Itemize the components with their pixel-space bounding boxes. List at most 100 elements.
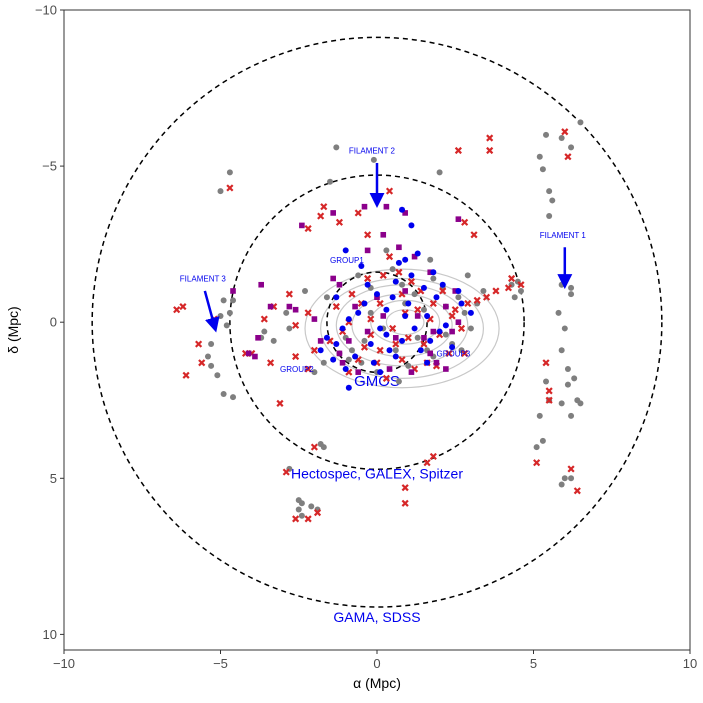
point bbox=[392, 353, 399, 360]
point bbox=[433, 294, 440, 301]
point bbox=[370, 359, 377, 366]
point bbox=[467, 309, 474, 316]
point bbox=[320, 359, 327, 366]
point bbox=[367, 309, 374, 316]
point bbox=[461, 349, 469, 357]
point bbox=[395, 268, 403, 276]
point bbox=[549, 197, 556, 204]
point bbox=[568, 144, 575, 151]
annotation-label-4: GROUP2 bbox=[280, 365, 314, 374]
point bbox=[304, 515, 312, 523]
point bbox=[439, 287, 447, 295]
point bbox=[226, 184, 234, 192]
point bbox=[398, 356, 406, 364]
point bbox=[377, 369, 384, 376]
point bbox=[429, 299, 437, 308]
x-tick-label-4: 10 bbox=[683, 656, 697, 671]
point bbox=[348, 347, 355, 354]
point bbox=[285, 290, 293, 298]
point bbox=[317, 212, 325, 220]
point bbox=[374, 291, 380, 298]
point bbox=[455, 319, 462, 325]
point bbox=[354, 209, 362, 217]
series-3 bbox=[317, 206, 474, 391]
point bbox=[408, 272, 415, 279]
point bbox=[389, 294, 396, 301]
point bbox=[577, 119, 584, 126]
point bbox=[361, 300, 368, 307]
point bbox=[399, 206, 406, 213]
point bbox=[536, 412, 543, 419]
x-axis-label: α (Mpc) bbox=[353, 675, 401, 691]
point bbox=[427, 269, 434, 276]
point bbox=[558, 347, 565, 354]
point bbox=[270, 337, 277, 344]
point bbox=[473, 296, 481, 304]
point bbox=[352, 353, 359, 360]
point bbox=[379, 271, 387, 279]
point bbox=[389, 266, 396, 273]
point bbox=[395, 378, 402, 385]
series-2 bbox=[230, 203, 462, 375]
point bbox=[380, 231, 387, 238]
point bbox=[405, 300, 412, 307]
point bbox=[433, 359, 440, 366]
point bbox=[179, 303, 187, 311]
point bbox=[430, 269, 437, 276]
contour-4 bbox=[370, 299, 441, 345]
point bbox=[342, 247, 349, 254]
point bbox=[568, 291, 575, 298]
point bbox=[282, 468, 290, 476]
y-tick-label-0: −10 bbox=[35, 3, 57, 18]
point bbox=[382, 374, 390, 382]
point bbox=[564, 366, 571, 373]
survey-circle-1 bbox=[91, 36, 663, 608]
point bbox=[333, 144, 340, 151]
point bbox=[464, 272, 471, 279]
point bbox=[364, 328, 371, 335]
point bbox=[376, 299, 384, 308]
point bbox=[539, 437, 546, 444]
point bbox=[364, 281, 371, 288]
point bbox=[302, 287, 309, 294]
point bbox=[436, 169, 443, 176]
point bbox=[292, 515, 300, 523]
data-points bbox=[173, 119, 584, 523]
point bbox=[383, 247, 390, 254]
point bbox=[508, 274, 516, 283]
point bbox=[214, 372, 221, 379]
point bbox=[345, 356, 352, 363]
y-tick-label-2: 0 bbox=[50, 315, 57, 330]
point bbox=[223, 322, 230, 329]
point bbox=[414, 250, 421, 257]
point bbox=[414, 313, 421, 319]
point bbox=[332, 303, 340, 311]
y-axis-label: δ (Mpc) bbox=[5, 306, 21, 353]
point bbox=[443, 303, 449, 310]
point bbox=[317, 347, 324, 354]
point bbox=[220, 391, 227, 397]
point bbox=[427, 337, 434, 344]
point bbox=[457, 324, 466, 333]
point bbox=[542, 359, 550, 367]
point bbox=[361, 337, 368, 344]
point bbox=[364, 247, 371, 254]
point bbox=[386, 366, 393, 372]
point bbox=[310, 443, 318, 451]
point bbox=[480, 287, 487, 294]
point bbox=[561, 128, 569, 136]
point bbox=[311, 316, 318, 322]
x-tick-label-3: 5 bbox=[530, 656, 537, 671]
point bbox=[385, 187, 394, 195]
point bbox=[230, 394, 237, 401]
point bbox=[414, 306, 422, 314]
point bbox=[464, 299, 472, 308]
point bbox=[336, 281, 343, 288]
point bbox=[411, 253, 418, 260]
point bbox=[367, 315, 375, 323]
point bbox=[536, 153, 543, 160]
point bbox=[511, 294, 518, 301]
point bbox=[367, 341, 374, 348]
point bbox=[195, 340, 203, 348]
point bbox=[561, 325, 568, 332]
